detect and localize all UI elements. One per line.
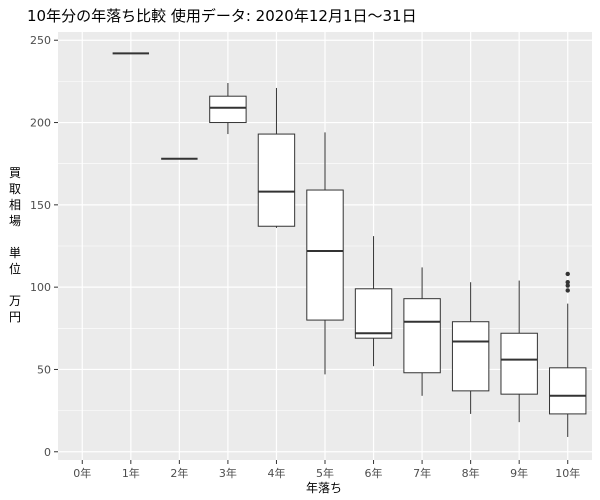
- box-8年: [451, 282, 490, 414]
- y-axis-title-char: 万: [9, 294, 21, 308]
- y-axis-title-char: 単: [9, 246, 21, 260]
- box-body: [354, 288, 393, 339]
- x-tick-label: 3年: [219, 466, 237, 480]
- x-tick-label: 1年: [122, 466, 140, 480]
- box-4年: [257, 87, 296, 228]
- x-tick-label: 5年: [316, 466, 334, 480]
- box-9年: [500, 280, 538, 423]
- x-tick-label: 8年: [462, 466, 480, 480]
- y-axis-title-char: 円: [9, 310, 21, 324]
- y-tick-label: 250: [30, 34, 51, 47]
- box-3年: [209, 83, 247, 135]
- box-series: [112, 52, 587, 437]
- y-axis-title-char: 位: [9, 261, 21, 276]
- x-tick-label: 6年: [365, 466, 383, 480]
- y-axis-title-char: 相: [9, 198, 21, 212]
- x-tick-label: 2年: [170, 466, 188, 480]
- x-tick-label: 0年: [73, 466, 91, 480]
- box-10年: [549, 271, 587, 437]
- chart-title: 10年分の年落ち比較 使用データ: 2020年12月1日～31日: [27, 7, 417, 25]
- y-axis-title-char: 買: [9, 166, 21, 180]
- y-tick-label: 150: [30, 199, 51, 212]
- box-body: [306, 189, 344, 321]
- y-tick-label: 200: [30, 117, 51, 130]
- axes: 0 50 100 150 200 250 0年 1年 2年 3年 4年 5年 6年 7年 8年 9年 10年: [30, 34, 580, 480]
- outlier-point: [565, 283, 570, 288]
- x-tick-label: 9年: [510, 466, 528, 480]
- x-tick-label: 4年: [267, 466, 285, 480]
- y-tick-label: 0: [44, 446, 51, 459]
- box-7年: [403, 267, 441, 396]
- x-tick-label: 7年: [413, 466, 431, 480]
- box-body: [403, 298, 441, 374]
- outlier-point: [565, 288, 570, 293]
- box-6年: [354, 236, 393, 367]
- outlier-point: [565, 280, 570, 285]
- y-tick-label: 50: [37, 363, 51, 376]
- outlier-point: [565, 271, 570, 277]
- y-tick-label: 100: [30, 281, 51, 294]
- y-axis-title-char: 場: [9, 214, 21, 228]
- box-body: [209, 95, 247, 124]
- box-body: [257, 133, 296, 227]
- box-5年: [306, 132, 344, 375]
- x-tick-label: 10年: [555, 466, 580, 480]
- box-body: [451, 321, 490, 392]
- y-axis-title-char: 取: [9, 182, 21, 196]
- box-body: [549, 367, 587, 415]
- x-axis-title: 年落ち: [306, 481, 342, 495]
- box-body: [500, 332, 538, 395]
